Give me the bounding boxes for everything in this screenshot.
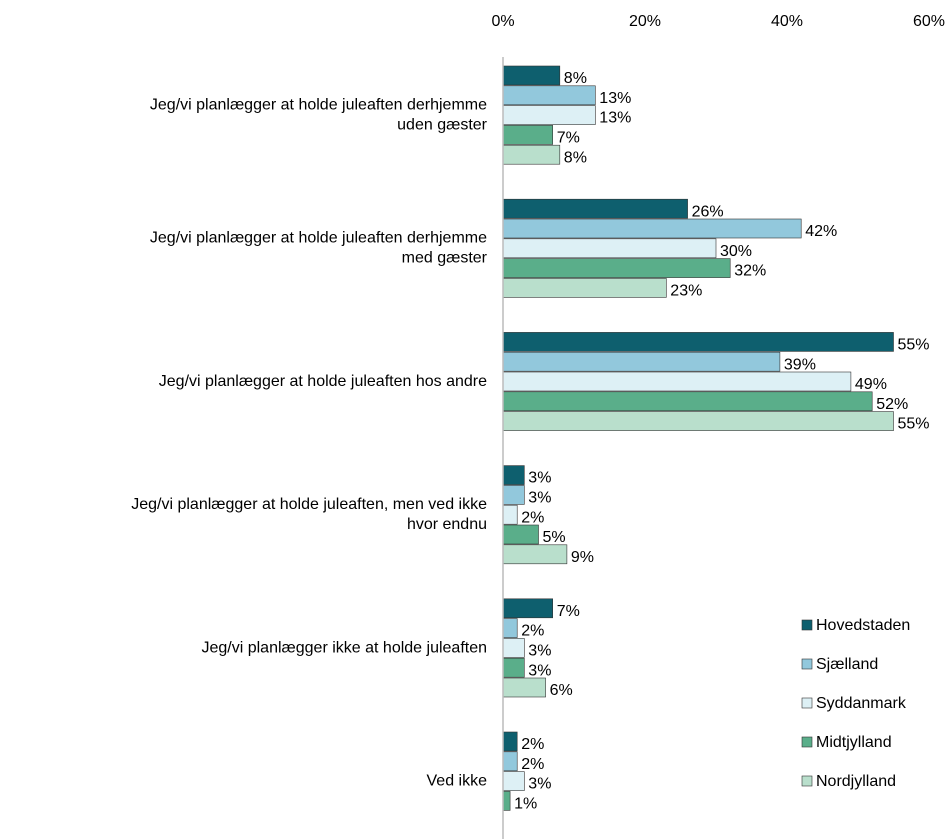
bar [502,238,717,259]
value-label: 23% [670,283,702,300]
bar [502,524,539,545]
legend-swatch [801,736,813,748]
category-label: Jeg/vi planlægger ikke at holde juleafte… [201,640,487,657]
bar [502,618,518,638]
value-label: 9% [571,549,594,566]
bar [502,677,546,698]
value-label: 52% [876,396,908,413]
bar [502,144,561,165]
bar [502,465,525,485]
bar [502,544,568,565]
bar [502,411,894,431]
category-line: Jeg/vi planlægger at holde juleaften der… [150,230,487,247]
legend-swatch [801,619,813,631]
category-line: Ved ikke [427,773,488,790]
value-label: 2% [521,623,544,640]
bar [502,638,525,658]
value-label: 3% [528,490,551,507]
category-line: Jeg/vi planlægger at holde juleaften hos… [159,373,487,390]
category-label: Ved ikke [427,773,488,790]
legend-swatch [801,697,813,709]
value-label: 8% [564,149,587,166]
value-label: 42% [805,223,837,240]
value-label: 7% [557,130,580,147]
bar [502,771,525,791]
category-line: uden gæster [397,117,488,134]
category-line: med gæster [402,250,488,267]
bar [502,371,852,392]
value-label: 55% [898,337,930,354]
category-label: Jeg/vi planlægger at holde juleaften der… [150,230,488,267]
legend-label: Sjælland [816,656,878,673]
value-label: 2% [521,736,544,753]
value-label: 6% [550,682,573,699]
x-tick-label: 20% [629,13,661,30]
category-line: hvor endnu [407,516,487,533]
bar [502,105,596,125]
bar [502,332,894,352]
category-label: Jeg/vi planlægger at holde juleaften, me… [131,496,487,533]
bar [502,504,518,525]
value-label: 2% [521,756,544,773]
bar [502,351,781,372]
category-label: Jeg/vi planlægger at holde juleaften hos… [159,373,487,390]
bar [502,258,731,278]
x-tick-label: 60% [913,13,945,30]
value-label: 30% [720,243,752,260]
legend-swatch [801,775,813,787]
value-label: 2% [521,509,544,526]
value-label: 13% [599,110,631,127]
value-label: 1% [514,796,537,813]
value-label: 32% [734,263,766,280]
category-label: Jeg/vi planlægger at holde juleaften der… [150,97,488,134]
value-label: 39% [784,356,816,373]
legend-label: Syddanmark [816,695,907,712]
bar [502,485,525,505]
bar [502,791,511,811]
category-line: Jeg/vi planlægger at holde juleaften, me… [131,496,487,513]
legend-label: Midtjylland [816,734,892,751]
value-label: 55% [898,416,930,433]
bar [502,391,873,412]
value-label: 7% [557,603,580,620]
category-line: Jeg/vi planlægger at holde juleaften der… [150,97,487,114]
bar [502,198,688,219]
legend-label: Hovedstaden [816,617,910,634]
bar [502,85,596,106]
value-label: 3% [528,662,551,679]
legend-swatch [801,658,813,670]
value-label: 8% [564,70,587,87]
value-label: 13% [599,90,631,107]
x-tick-label: 40% [771,13,803,30]
bar [502,218,802,239]
legend-label: Nordjylland [816,773,896,790]
x-tick-label: 0% [491,13,514,30]
category-line: Jeg/vi planlægger ikke at holde juleafte… [201,640,487,657]
bar [502,751,518,772]
bar [502,125,554,145]
bar [502,657,525,678]
bar [502,278,667,298]
value-label: 3% [528,470,551,487]
value-label: 5% [543,529,566,546]
bar [502,598,554,619]
bar [502,65,561,86]
value-label: 3% [528,776,551,793]
value-label: 3% [528,643,551,660]
value-label: 49% [855,376,887,393]
value-label: 26% [692,203,724,220]
bar [502,731,518,752]
